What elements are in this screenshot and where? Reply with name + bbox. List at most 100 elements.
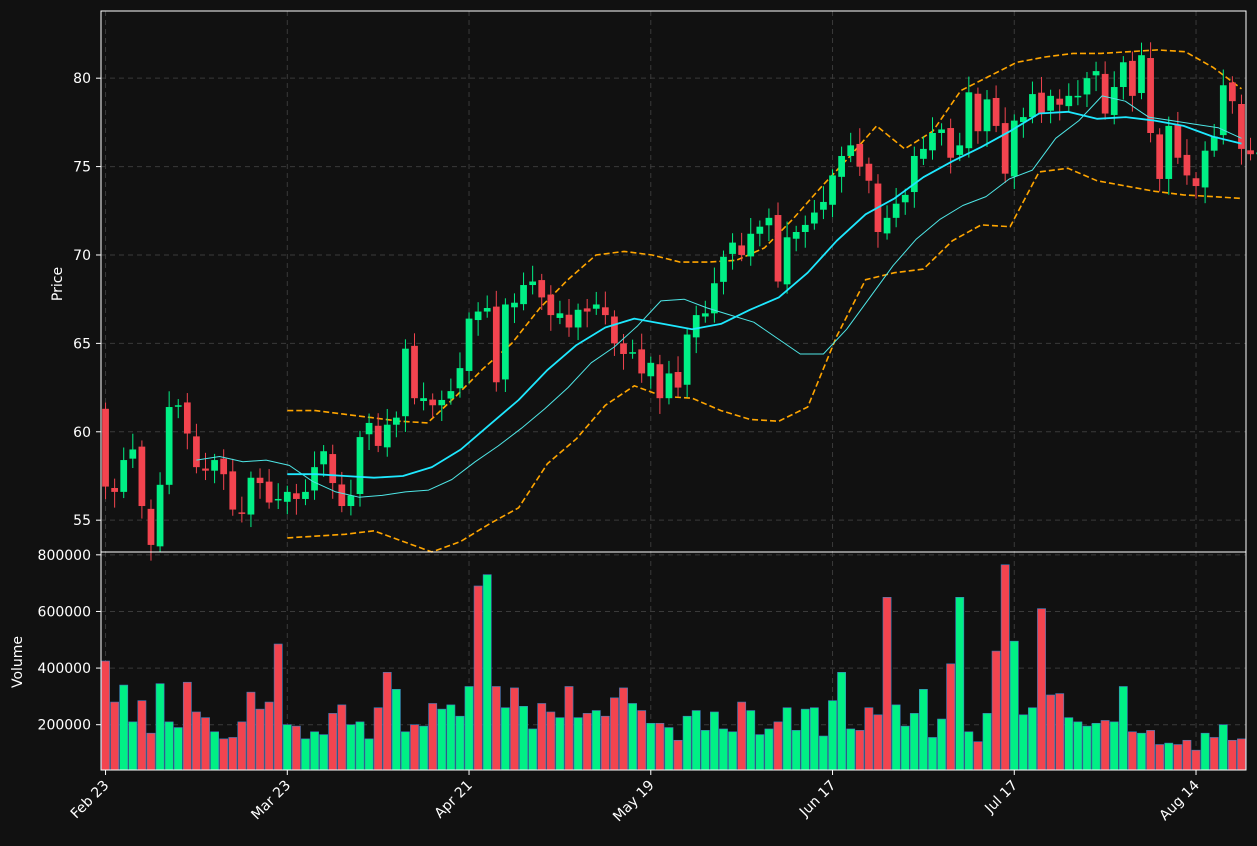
candle-body xyxy=(229,471,237,510)
volume-bar xyxy=(655,722,665,771)
candle-body xyxy=(211,460,218,471)
volume-bar xyxy=(464,686,474,771)
volume-bar xyxy=(382,672,392,771)
volume-bar xyxy=(946,663,956,771)
volume-bar xyxy=(873,714,883,771)
volume-bar xyxy=(401,731,410,771)
volume-tick-label: 400000 xyxy=(38,661,91,677)
volume-bar xyxy=(1182,739,1192,771)
volume-bar xyxy=(482,574,492,771)
candle-body xyxy=(1083,78,1091,95)
candle-body xyxy=(311,467,318,491)
candle-body xyxy=(102,408,109,487)
volume-bar xyxy=(1191,749,1201,771)
candle-body xyxy=(256,477,264,484)
candle-body xyxy=(429,399,437,406)
volume-bar xyxy=(446,704,456,771)
candle-body xyxy=(901,194,909,203)
volume-bar xyxy=(182,681,192,771)
volume-bar xyxy=(773,721,783,771)
candle-body xyxy=(365,422,373,435)
candle-body xyxy=(965,92,973,149)
volume-bar xyxy=(164,721,174,771)
volume-bar xyxy=(837,672,847,771)
volume-bar xyxy=(855,730,865,771)
volume-bar xyxy=(764,728,774,771)
volume-bar xyxy=(728,731,737,771)
volume-bar xyxy=(201,717,210,771)
candle-body xyxy=(1238,103,1245,149)
candle-body xyxy=(1174,124,1182,158)
candle-body xyxy=(765,217,773,226)
candle-body xyxy=(883,217,891,234)
volume-bar xyxy=(137,700,147,771)
candle-body xyxy=(411,345,418,399)
volume-axis-label: Volume xyxy=(10,636,26,688)
candle-body xyxy=(165,407,173,485)
candle-body xyxy=(865,163,873,181)
candle-body xyxy=(265,481,273,503)
candle-body xyxy=(656,364,664,399)
candle-body xyxy=(910,155,918,193)
volume-bar xyxy=(428,703,438,771)
volume-bar xyxy=(291,725,301,771)
candle-body xyxy=(992,97,1000,126)
price-axis-label: Price xyxy=(50,267,66,301)
volume-bar xyxy=(782,707,792,771)
candle-body xyxy=(747,233,755,257)
candle-body xyxy=(583,308,591,312)
candle-body xyxy=(720,256,727,282)
candle-body xyxy=(129,449,137,459)
volume-bar xyxy=(1091,722,1101,771)
volume-bar xyxy=(128,721,138,771)
candle-body xyxy=(356,437,364,495)
candle-body xyxy=(783,237,791,285)
candle-body xyxy=(611,316,618,344)
volume-bar xyxy=(1009,640,1019,771)
volume-bar xyxy=(619,687,628,771)
volume-bar xyxy=(173,727,183,771)
volume-bar xyxy=(891,704,901,771)
candle-body xyxy=(1129,60,1136,96)
volume-frame xyxy=(100,551,1247,771)
candle-body xyxy=(892,203,900,218)
volume-bar xyxy=(919,689,928,771)
candle-body xyxy=(447,391,455,399)
candle-body xyxy=(556,313,564,318)
candle-body xyxy=(547,294,555,316)
volume-bar xyxy=(746,710,756,771)
candle-body xyxy=(183,402,191,434)
volume-bar xyxy=(600,715,610,771)
candle-body xyxy=(374,425,382,446)
volume-bar xyxy=(682,715,692,771)
volume-bar xyxy=(828,700,837,771)
volume-bar xyxy=(1128,731,1137,771)
volume-bar xyxy=(546,711,556,771)
candle-body xyxy=(574,309,582,328)
volume-bar xyxy=(219,738,229,771)
moving-average-lines xyxy=(196,95,1242,498)
candle-body xyxy=(238,512,246,514)
candle-body xyxy=(1029,94,1036,118)
candle-body xyxy=(283,491,291,502)
candle-body xyxy=(729,242,736,254)
volume-bar xyxy=(1237,738,1246,771)
candle-body xyxy=(774,215,782,282)
candle-body xyxy=(202,468,209,471)
volume-bar xyxy=(1028,707,1037,771)
volume-bar xyxy=(991,650,1001,771)
candle-body xyxy=(711,283,718,314)
volume-bar xyxy=(1046,694,1056,771)
volume-bar xyxy=(1164,742,1174,771)
candle-body xyxy=(665,373,673,399)
candle-body xyxy=(1092,71,1100,76)
price-tick-label: 65 xyxy=(73,336,91,352)
volume-bar xyxy=(373,707,383,771)
volume-bar xyxy=(328,713,338,771)
volume-bar xyxy=(264,701,274,771)
candle-body xyxy=(147,508,155,545)
volume-bar xyxy=(628,703,637,771)
volume-bar xyxy=(982,713,992,771)
candle-body xyxy=(247,477,255,515)
